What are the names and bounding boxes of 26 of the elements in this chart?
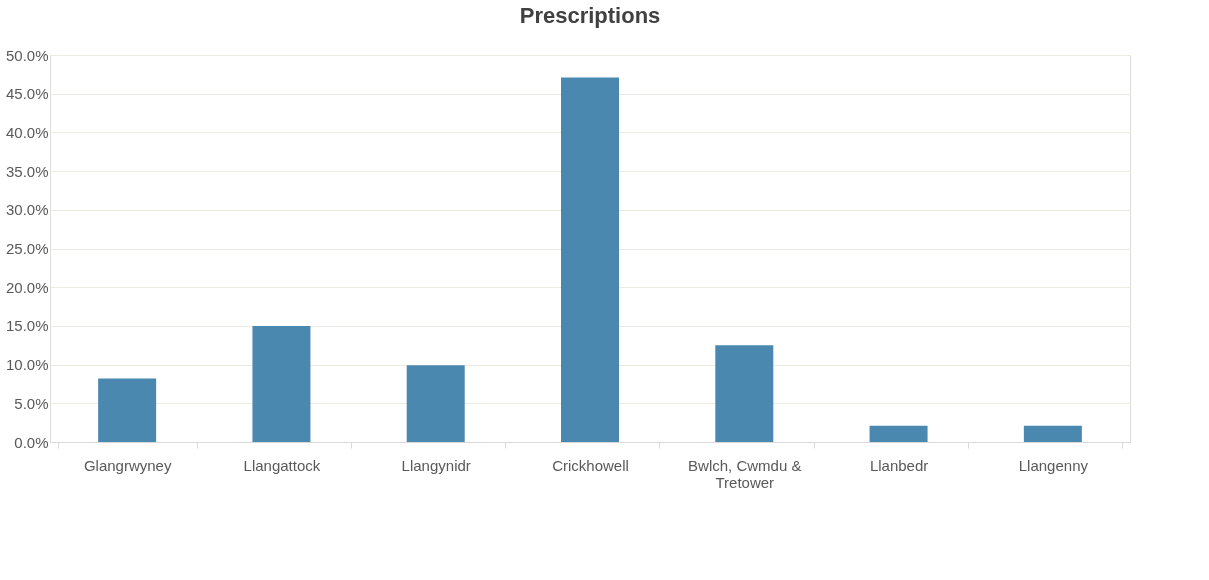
- x-tick-label: Llangattock: [243, 456, 321, 474]
- y-tick-label: 30.0%: [5, 201, 49, 219]
- x-tick-label: Glangrwyney: [83, 456, 172, 474]
- x-tick-label: Llangynidr: [401, 456, 471, 474]
- y-tick-label: 25.0%: [5, 240, 49, 257]
- chart-title: Prescriptions: [519, 3, 661, 28]
- y-tick-label: 5.0%: [14, 394, 49, 412]
- y-tick-label: 45.0%: [5, 85, 49, 103]
- bar: [869, 425, 928, 442]
- y-tick-label: 50.0%: [5, 46, 49, 64]
- bar: [98, 378, 157, 442]
- bar: [406, 365, 465, 442]
- y-tick-label: 15.0%: [5, 317, 49, 335]
- x-tick-label: Crickhowell: [552, 456, 629, 474]
- y-tick-label: 10.0%: [5, 356, 49, 374]
- y-tick-label: 20.0%: [5, 278, 49, 296]
- bar: [715, 345, 774, 442]
- bar: [1023, 425, 1082, 442]
- x-tick-label: Bwlch, Cwmdu & Tretower: [688, 456, 802, 491]
- y-tick-label: 0.0%: [14, 433, 49, 451]
- bar: [561, 77, 619, 442]
- y-tick-label: 35.0%: [5, 162, 49, 180]
- y-tick-label: 40.0%: [5, 123, 49, 141]
- bar: [252, 325, 311, 442]
- x-tick-label: Llanbedr: [869, 456, 929, 474]
- x-tick-label: Llangenny: [1018, 456, 1089, 474]
